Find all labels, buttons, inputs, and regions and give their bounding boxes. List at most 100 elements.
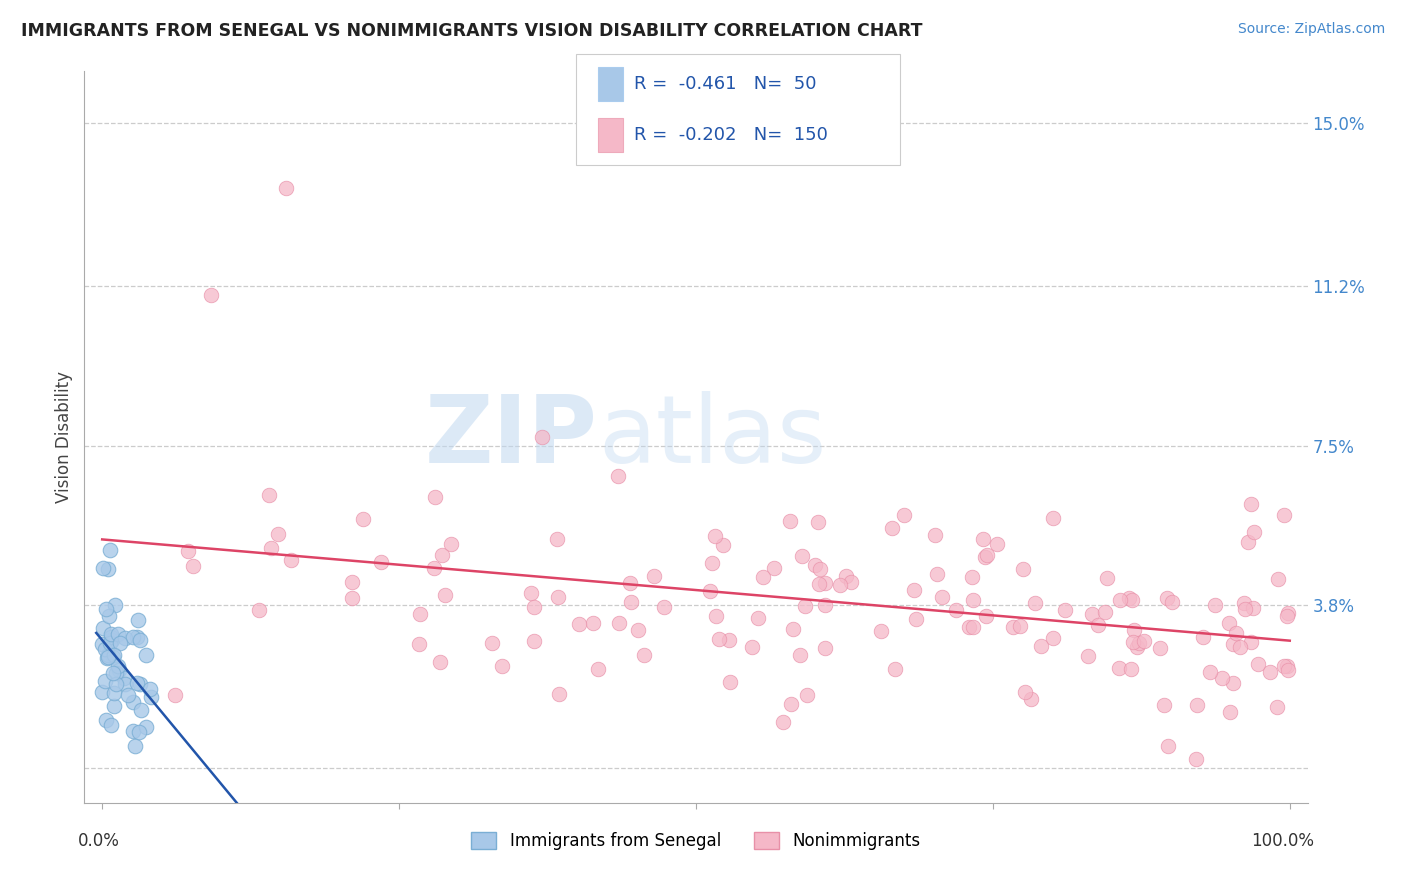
Point [94,674,117,689]
Point [814,598,837,612]
Text: R =  -0.461   N=  50: R = -0.461 N= 50 [634,75,817,93]
Point [107,659,129,673]
Point [408,637,430,651]
Point [523,634,546,648]
Point [546,532,568,546]
Point [94,713,117,727]
Point [1087,617,1109,632]
Point [839,574,862,589]
Point [1021,691,1043,706]
Point [1243,524,1265,539]
Point [107,627,129,641]
Point [423,491,446,505]
Point [1246,657,1268,671]
Point [1014,685,1036,699]
Point [1077,649,1099,664]
Point [530,430,553,444]
Point [260,541,283,555]
Point [1275,609,1298,624]
Point [1161,595,1184,609]
Point [1024,596,1046,610]
Point [1156,591,1178,606]
Point [972,532,994,546]
Point [117,688,139,702]
Point [128,677,150,691]
Point [108,663,131,677]
Point [103,648,125,663]
Point [814,641,837,656]
Point [98,542,121,557]
Point [620,595,643,609]
Point [139,681,162,696]
Point [129,703,152,717]
Point [200,288,222,302]
Point [122,630,145,644]
Point [91,561,114,575]
Point [429,655,451,669]
Point [247,603,270,617]
Point [718,675,741,690]
Text: R =  -0.202   N=  150: R = -0.202 N= 150 [634,126,828,144]
Text: IMMIGRANTS FROM SENEGAL VS NONIMMIGRANTS VISION DISABILITY CORRELATION CHART: IMMIGRANTS FROM SENEGAL VS NONIMMIGRANTS… [21,22,922,40]
Point [803,558,825,573]
Point [808,562,831,576]
Point [1042,511,1064,525]
Point [973,549,995,564]
Point [772,714,794,729]
Point [101,649,124,664]
Text: ZIP: ZIP [425,391,598,483]
Point [139,690,162,704]
Point [1277,663,1299,677]
Point [280,553,302,567]
Point [129,633,152,648]
Point [633,648,655,663]
Point [523,599,546,614]
Point [97,649,120,664]
Point [124,739,146,754]
Point [433,588,456,602]
Point [423,561,446,575]
Point [652,599,675,614]
Point [257,488,280,502]
Point [1240,497,1263,511]
Point [976,548,998,562]
Point [96,650,118,665]
Point [794,599,817,613]
Point [1185,698,1208,712]
Text: 0.0%: 0.0% [79,832,120,850]
Point [1272,658,1295,673]
Point [122,723,145,738]
Point [127,614,149,628]
Point [430,548,453,562]
Point [1126,640,1149,655]
Point [905,612,928,626]
Point [103,698,125,713]
Point [718,633,741,648]
Point [883,662,905,676]
Point [706,609,728,624]
Point [181,558,204,573]
Point [1153,698,1175,712]
Point [97,562,120,576]
Point [1053,603,1076,617]
Point [128,725,150,739]
Point [962,592,984,607]
Point [870,624,893,639]
Point [176,544,198,558]
Point [1118,591,1140,606]
Y-axis label: Vision Disability: Vision Disability [55,371,73,503]
Point [830,578,852,592]
Point [100,635,122,649]
Point [491,658,513,673]
Point [924,527,946,541]
Point [1222,637,1244,651]
Point [114,631,136,645]
Point [779,514,801,528]
Point [1240,635,1263,649]
Point [1199,665,1222,679]
Point [986,536,1008,550]
Point [1108,661,1130,675]
Point [814,575,837,590]
Point [547,590,569,604]
Point [163,688,186,702]
